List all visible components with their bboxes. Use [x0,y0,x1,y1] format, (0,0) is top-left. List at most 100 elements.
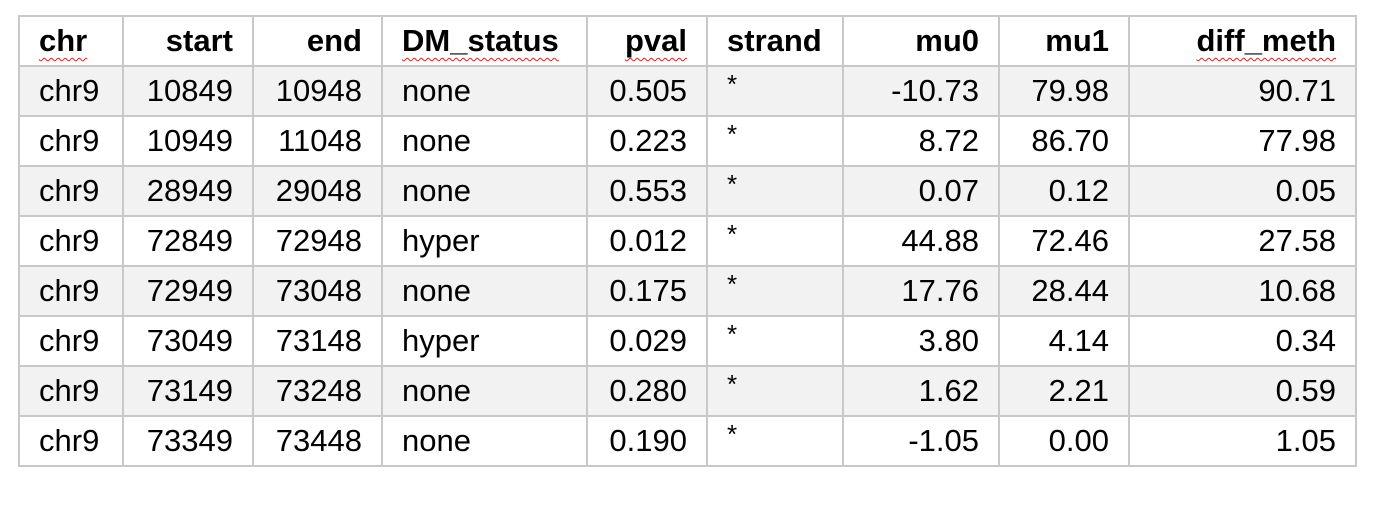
table-row: chr9 10849 10948 none 0.505 * -10.73 79.98 90.71 [18,65,1357,117]
cell-mu0: 17.76 [842,265,1000,317]
cell-strand: * [706,265,844,317]
cell-dm-status: none [381,265,588,317]
cell-start: 73149 [122,365,254,417]
cell-start: 10849 [122,65,254,117]
cell-diff-meth: 1.05 [1128,415,1357,467]
cell-mu1: 79.98 [998,65,1130,117]
cell-end: 11048 [252,115,383,167]
cell-mu0: 8.72 [842,115,1000,167]
cell-end: 73448 [252,415,383,467]
column-header-end: end [252,15,383,67]
cell-dm-status: none [381,65,588,117]
cell-pval: 0.280 [586,365,708,417]
cell-mu0: 0.07 [842,165,1000,217]
cell-mu0: 44.88 [842,215,1000,267]
cell-end: 10948 [252,65,383,117]
cell-mu1: 0.00 [998,415,1130,467]
column-header-chr: chr [18,15,124,67]
cell-mu1: 72.46 [998,215,1130,267]
cell-chr: chr9 [18,365,124,417]
cell-pval: 0.553 [586,165,708,217]
table-row: chr9 73349 73448 none 0.190 * -1.05 0.00 1.05 [18,415,1357,467]
cell-mu1: 86.70 [998,115,1130,167]
table-row: chr9 72949 73048 none 0.175 * 17.76 28.44 10.68 [18,265,1357,317]
cell-start: 10949 [122,115,254,167]
cell-chr: chr9 [18,315,124,367]
table-body: chr9 10849 10948 none 0.505 * -10.73 79.98 90.71… [18,65,1357,467]
table-header-row: chr start end DM_status pval strand mu0 mu1 diff… [18,15,1357,67]
cell-pval: 0.190 [586,415,708,467]
cell-end: 73248 [252,365,383,417]
cell-strand: * [706,115,844,167]
table-row: chr9 73149 73248 none 0.280 * 1.62 2.21 0.59 [18,365,1357,417]
cell-dm-status: none [381,365,588,417]
column-header-label: DM_status [402,23,559,58]
cell-diff-meth: 0.05 [1128,165,1357,217]
data-table: chr start end DM_status pval strand mu0 mu1 diff… [18,15,1357,467]
cell-end: 73148 [252,315,383,367]
cell-dm-status: none [381,115,588,167]
cell-strand: * [706,415,844,467]
cell-pval: 0.223 [586,115,708,167]
data-table-container: chr start end DM_status pval strand mu0 mu1 diff… [18,15,1357,467]
table-row: chr9 72849 72948 hyper 0.012 * 44.88 72.46 27.58 [18,215,1357,267]
column-header-label: start [165,23,233,58]
column-header-mu0: mu0 [842,15,1000,67]
cell-diff-meth: 90.71 [1128,65,1357,117]
cell-diff-meth: 77.98 [1128,115,1357,167]
cell-diff-meth: 10.68 [1128,265,1357,317]
cell-diff-meth: 0.59 [1128,365,1357,417]
cell-chr: chr9 [18,165,124,217]
cell-strand: * [706,365,844,417]
cell-dm-status: hyper [381,215,588,267]
cell-pval: 0.505 [586,65,708,117]
cell-start: 73349 [122,415,254,467]
column-header-label: pval [624,23,687,58]
cell-strand: * [706,315,844,367]
column-header-strand: strand [706,15,844,67]
cell-pval: 0.175 [586,265,708,317]
cell-pval: 0.029 [586,315,708,367]
column-header-label: chr [39,23,88,58]
cell-mu0: 1.62 [842,365,1000,417]
table-row: chr9 73049 73148 hyper 0.029 * 3.80 4.14 0.34 [18,315,1357,367]
cell-start: 72949 [122,265,254,317]
cell-strand: * [706,165,844,217]
cell-mu1: 28.44 [998,265,1130,317]
cell-mu1: 4.14 [998,315,1130,367]
column-header-label: mu1 [1045,23,1109,58]
cell-end: 73048 [252,265,383,317]
cell-chr: chr9 [18,265,124,317]
column-header-label: strand [727,23,822,58]
table-row: chr9 10949 11048 none 0.223 * 8.72 86.70 77.98 [18,115,1357,167]
column-header-mu1: mu1 [998,15,1130,67]
cell-mu0: 3.80 [842,315,1000,367]
cell-diff-meth: 27.58 [1128,215,1357,267]
cell-start: 72849 [122,215,254,267]
cell-strand: * [706,215,844,267]
cell-mu1: 2.21 [998,365,1130,417]
column-header-label: mu0 [915,23,979,58]
column-header-diff-meth: diff_meth [1128,15,1357,67]
cell-chr: chr9 [18,415,124,467]
cell-start: 73049 [122,315,254,367]
cell-mu0: -10.73 [842,65,1000,117]
cell-pval: 0.012 [586,215,708,267]
column-header-start: start [122,15,254,67]
column-header-dm-status: DM_status [381,15,588,67]
cell-dm-status: none [381,415,588,467]
cell-chr: chr9 [18,115,124,167]
cell-mu1: 0.12 [998,165,1130,217]
cell-end: 29048 [252,165,383,217]
cell-diff-meth: 0.34 [1128,315,1357,367]
cell-dm-status: none [381,165,588,217]
cell-mu0: -1.05 [842,415,1000,467]
cell-end: 72948 [252,215,383,267]
cell-chr: chr9 [18,215,124,267]
cell-dm-status: hyper [381,315,588,367]
cell-start: 28949 [122,165,254,217]
cell-strand: * [706,65,844,117]
column-header-pval: pval [586,15,708,67]
column-header-label: end [306,23,362,58]
table-row: chr9 28949 29048 none 0.553 * 0.07 0.12 0.05 [18,165,1357,217]
